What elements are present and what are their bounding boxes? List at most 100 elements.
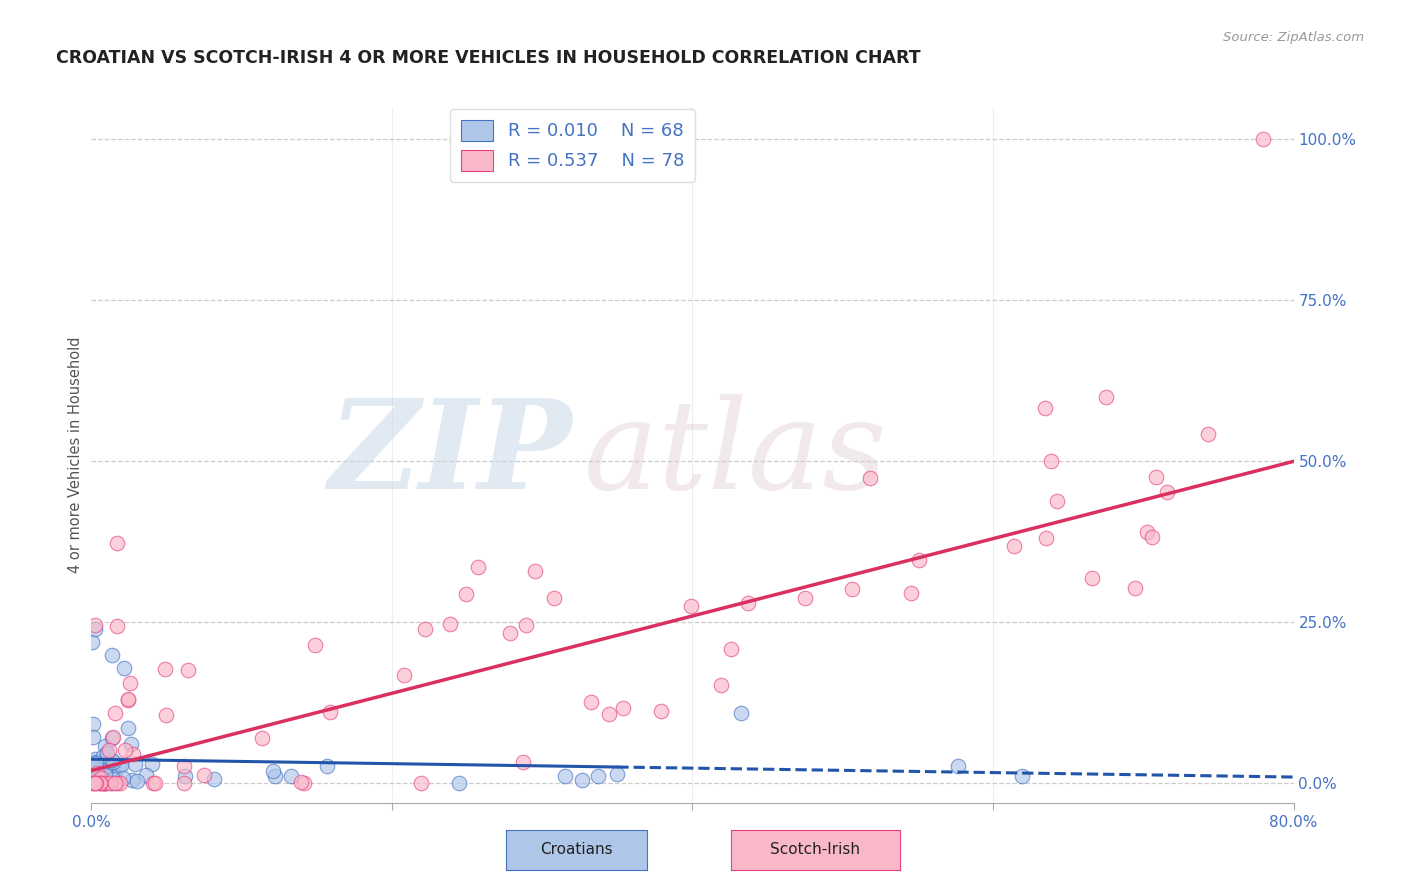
Point — [319, 705, 342, 719]
Point — [467, 560, 489, 574]
Point — [80, 634, 103, 648]
Point — [304, 638, 326, 652]
Point — [84, 760, 107, 774]
Point — [98, 742, 121, 756]
Point — [586, 769, 609, 783]
Point — [1011, 769, 1033, 783]
Point — [82, 730, 104, 744]
Point — [93, 768, 115, 782]
Point — [1253, 132, 1275, 146]
Point — [612, 700, 634, 714]
Point — [101, 772, 124, 786]
Text: Croatians: Croatians — [540, 842, 613, 857]
Point — [103, 730, 125, 744]
Point — [173, 759, 195, 773]
Point — [571, 772, 593, 787]
Point — [710, 678, 733, 692]
Point — [82, 716, 104, 731]
Point — [89, 775, 111, 789]
Point — [598, 707, 620, 722]
Y-axis label: 4 or more Vehicles in Household: 4 or more Vehicles in Household — [67, 336, 83, 574]
Point — [141, 757, 163, 772]
Point — [409, 776, 432, 790]
Point — [177, 663, 200, 677]
Point — [84, 756, 107, 771]
Point — [101, 754, 124, 768]
Point — [108, 776, 131, 790]
Point — [202, 772, 225, 786]
Point — [84, 765, 107, 780]
Point — [124, 756, 146, 771]
Point — [93, 775, 115, 789]
Point — [91, 776, 114, 790]
Point — [105, 776, 128, 790]
Point — [117, 691, 139, 706]
Text: ZIP: ZIP — [329, 394, 572, 516]
Point — [110, 758, 132, 772]
Point — [94, 776, 117, 790]
Point — [117, 721, 139, 735]
Point — [101, 775, 124, 789]
Point — [392, 668, 415, 682]
Point — [908, 553, 931, 567]
Point — [108, 757, 131, 772]
Point — [82, 770, 104, 784]
Point — [606, 767, 628, 781]
Text: Source: ZipAtlas.com: Source: ZipAtlas.com — [1223, 31, 1364, 45]
Point — [96, 747, 118, 761]
Point — [94, 754, 117, 768]
Point — [292, 776, 315, 790]
Point — [103, 759, 125, 773]
Point — [173, 769, 195, 783]
Point — [454, 587, 477, 601]
Point — [280, 769, 302, 783]
Point — [118, 676, 141, 690]
Point — [543, 591, 565, 606]
Point — [1095, 390, 1118, 404]
Point — [155, 662, 177, 676]
Text: CROATIAN VS SCOTCH-IRISH 4 OR MORE VEHICLES IN HOUSEHOLD CORRELATION CHART: CROATIAN VS SCOTCH-IRISH 4 OR MORE VEHIC… — [56, 49, 921, 67]
Point — [120, 737, 142, 751]
Point — [87, 759, 110, 773]
Text: Scotch-Irish: Scotch-Irish — [770, 842, 860, 857]
Point — [93, 739, 115, 753]
Point — [100, 776, 122, 790]
Point — [83, 776, 105, 790]
Point — [1040, 454, 1063, 468]
Point — [1046, 493, 1069, 508]
Point — [121, 772, 143, 787]
Point — [93, 748, 115, 763]
Point — [90, 771, 112, 785]
Point — [82, 775, 104, 789]
Point — [82, 776, 104, 790]
Point — [1080, 571, 1102, 585]
Point — [1035, 531, 1057, 545]
Point — [100, 731, 122, 745]
Point — [1144, 470, 1167, 484]
Point — [316, 759, 339, 773]
Point — [1140, 530, 1163, 544]
Text: atlas: atlas — [585, 394, 887, 516]
Point — [82, 772, 104, 787]
Point — [87, 772, 110, 786]
Point — [793, 591, 815, 605]
Point — [104, 771, 127, 785]
Point — [83, 757, 105, 772]
Point — [107, 618, 129, 632]
Point — [650, 704, 672, 718]
Point — [112, 771, 135, 785]
Point — [83, 755, 105, 769]
Point — [193, 768, 215, 782]
Point — [86, 765, 108, 780]
Point — [681, 599, 703, 613]
Point — [512, 756, 534, 770]
Point — [89, 776, 111, 790]
Point — [89, 770, 111, 784]
Point — [290, 774, 312, 789]
Legend: R = 0.010    N = 68, R = 0.537    N = 78: R = 0.010 N = 68, R = 0.537 N = 78 — [450, 109, 695, 181]
Point — [104, 769, 127, 783]
Point — [93, 776, 115, 790]
Point — [127, 774, 149, 789]
Point — [104, 706, 127, 721]
Point — [114, 743, 136, 757]
